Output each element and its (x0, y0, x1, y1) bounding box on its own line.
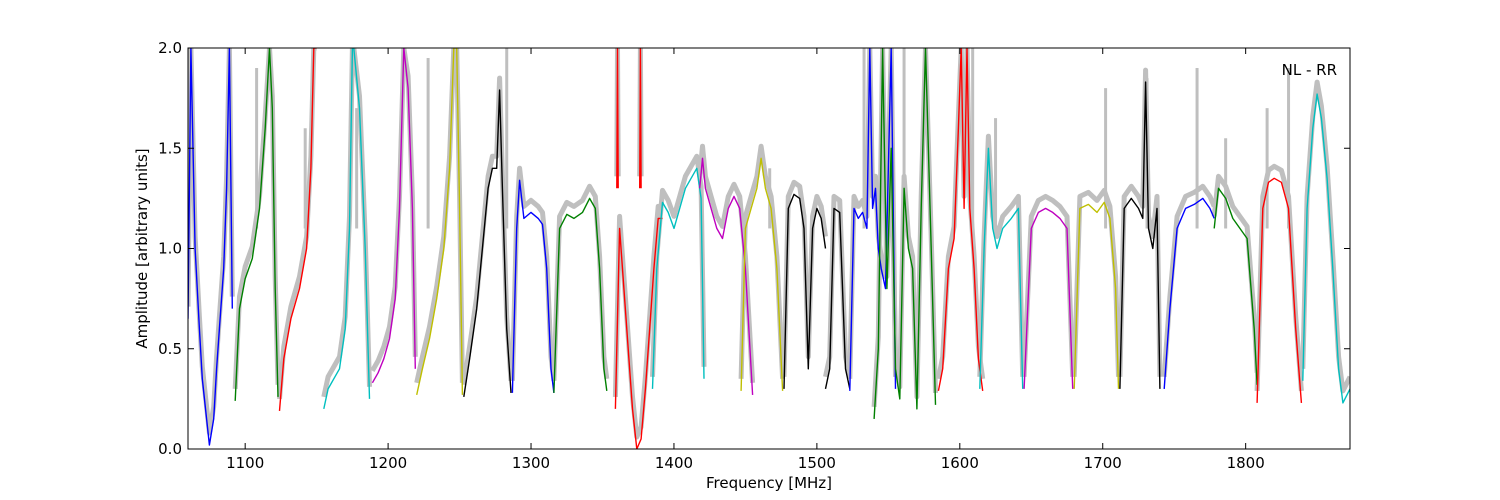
reference-band-22 (1071, 187, 1121, 377)
y-tick-label: 0.5 (158, 340, 182, 358)
series-line-8 (553, 197, 608, 393)
x-tick-label: 1800 (1227, 454, 1265, 472)
series-line-3 (323, 48, 371, 410)
y-tick-label: 0.0 (158, 440, 182, 458)
series-line-24 (1163, 197, 1215, 389)
x-axis-label: Frequency [MHz] (706, 474, 832, 492)
series-line-27 (1302, 93, 1350, 404)
annotation-label: NL - RR (1282, 61, 1337, 79)
reference-band-14 (738, 143, 786, 379)
reference-band-3 (321, 48, 372, 398)
series-line-25 (1213, 187, 1258, 385)
series-line-5 (416, 48, 464, 396)
reference-band-13 (697, 143, 756, 383)
reference-band-2 (277, 48, 317, 400)
reference-band-8 (551, 183, 610, 381)
series-line-23 (1119, 81, 1161, 389)
reference-band-15 (781, 179, 828, 377)
x-tick-label: 1300 (512, 454, 550, 472)
reference-band-23 (1117, 67, 1163, 377)
series-line-22 (1073, 201, 1120, 389)
y-axis-label: Amplitude [arbitrary units] (133, 148, 151, 348)
series-line-1 (234, 48, 279, 401)
x-tick-label: 1100 (226, 454, 264, 472)
series-line-14 (740, 157, 784, 391)
series-line-20 (979, 147, 1024, 389)
x-tick-label: 1700 (1084, 454, 1122, 472)
series-line-17 (849, 48, 897, 391)
y-tick-label: 1.0 (158, 240, 182, 258)
series-line-26 (1256, 177, 1303, 403)
reference-band-16 (823, 193, 853, 378)
x-tick-label: 1200 (369, 454, 407, 472)
reference-band-26 (1254, 163, 1304, 392)
y-tick-label: 2.0 (158, 39, 182, 57)
reference-band-24 (1161, 183, 1217, 377)
reference-band-20 (977, 133, 1026, 377)
reference-band-12 (650, 153, 707, 377)
series-line-10 (616, 48, 619, 189)
x-tick-label: 1400 (655, 454, 693, 472)
series-line-19 (937, 48, 984, 392)
series-line-4 (371, 48, 416, 384)
series-line-18 (873, 48, 937, 419)
x-tick-label: 1600 (941, 454, 979, 472)
series-line-16 (824, 207, 851, 390)
axis-ticks: 1100 1200 1300 1400 1500 1600 1700 1800 0.0 0.5 1.… (158, 39, 1350, 472)
series-line-7 (511, 179, 555, 393)
reference-band-5 (414, 48, 465, 384)
reference-band-21 (1021, 193, 1076, 377)
x-tick-label: 1500 (798, 454, 836, 472)
reference-band-9 (612, 203, 663, 440)
series-line-21 (1023, 207, 1074, 389)
series-line-15 (783, 193, 827, 389)
series-line-9 (614, 217, 663, 449)
reference-band-25 (1211, 173, 1260, 373)
series-line-12 (651, 167, 705, 389)
series-line-0 (188, 48, 233, 446)
series-line-6 (463, 89, 512, 398)
series-layer (188, 48, 1350, 449)
series-line-2 (278, 48, 317, 411)
reference-band-27 (1300, 79, 1350, 394)
y-tick-label: 1.5 (158, 139, 182, 157)
series-line-13 (699, 157, 754, 395)
series-line-11 (639, 48, 642, 189)
